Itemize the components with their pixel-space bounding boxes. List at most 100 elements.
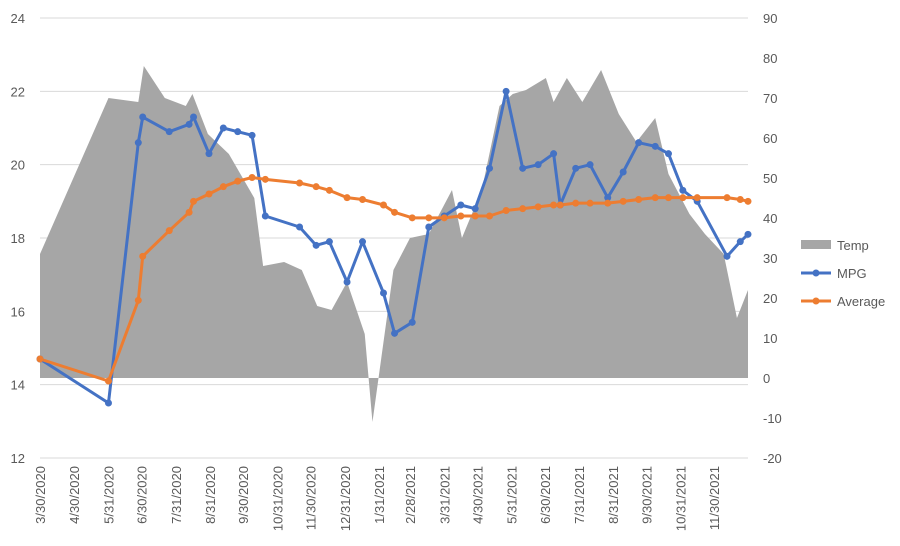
series-markers-layer <box>36 87 752 407</box>
average-point <box>502 207 510 214</box>
average-point <box>165 227 173 235</box>
mpg-point <box>744 230 752 238</box>
average-point <box>534 203 542 211</box>
x-tick-label: 6/30/2021 <box>538 466 553 524</box>
x-axis-ticks: 3/30/2020 4/30/2020 5/31/2020 6/30/2020 7/31… <box>33 466 722 531</box>
average-point <box>425 214 433 222</box>
legend-label-average: Average <box>837 294 885 309</box>
mpg-point <box>185 120 193 128</box>
mpg-point <box>425 223 433 231</box>
y-tick-label: 22 <box>11 84 25 99</box>
y2-tick-label: 40 <box>763 211 777 226</box>
average-point <box>457 212 465 220</box>
average-point <box>408 214 416 222</box>
y-tick-label: 16 <box>11 304 25 319</box>
mpg-point <box>261 212 269 220</box>
mpg-point <box>586 161 594 169</box>
x-tick-label: 10/31/2020 <box>270 466 285 531</box>
average-point <box>312 183 320 191</box>
average-point <box>651 194 659 202</box>
x-tick-label: 9/30/2020 <box>236 466 251 524</box>
mpg-point <box>139 113 147 121</box>
average-point <box>664 194 672 202</box>
average-point <box>325 186 333 194</box>
mpg-point <box>359 238 367 246</box>
x-tick-label: 8/31/2020 <box>203 466 218 524</box>
y2-tick-label: -20 <box>763 451 782 466</box>
mpg-point <box>104 399 112 407</box>
x-tick-label: 9/30/2021 <box>639 466 654 524</box>
average-point <box>572 199 580 207</box>
mpg-point <box>604 194 612 202</box>
average-point <box>391 208 399 216</box>
mpg-point <box>664 150 672 158</box>
y2-tick-label: 0 <box>763 371 770 386</box>
mpg-point <box>635 139 643 147</box>
average-point <box>635 196 643 203</box>
average-point <box>744 197 752 205</box>
average-point <box>359 196 367 203</box>
average-point <box>261 175 269 183</box>
average-point <box>723 194 731 202</box>
x-tick-label: 3/31/2021 <box>437 466 452 524</box>
legend: Temp MPG Average <box>801 238 885 309</box>
x-tick-label: 6/30/2020 <box>135 466 150 524</box>
mpg-point <box>534 161 542 169</box>
mpg-point <box>312 241 320 249</box>
y-tick-label: 18 <box>11 231 25 246</box>
y-tick-label: 24 <box>11 11 25 26</box>
y2-tick-label: 30 <box>763 251 777 266</box>
average-point <box>36 355 44 363</box>
mpg-point <box>205 150 213 158</box>
average-point <box>139 252 147 260</box>
average-point <box>185 208 193 216</box>
legend-swatch-temp <box>801 240 831 249</box>
temp-area <box>40 66 748 422</box>
average-point <box>190 197 198 205</box>
legend-label-temp: Temp <box>837 238 869 253</box>
mpg-point <box>651 142 659 150</box>
average-point <box>248 174 256 181</box>
average-point <box>679 194 687 202</box>
mpg-point <box>134 139 142 147</box>
mpg-point <box>486 164 494 172</box>
mpg-point <box>391 329 399 337</box>
x-tick-label: 11/30/2021 <box>707 466 722 530</box>
x-tick-label: 7/31/2020 <box>169 466 184 524</box>
y-tick-label: 14 <box>11 378 25 393</box>
mpg-point <box>296 223 304 231</box>
temp-area-layer <box>40 66 748 422</box>
average-point <box>604 199 612 207</box>
legend-marker-mpg <box>812 269 820 277</box>
y2-tick-label: 50 <box>763 171 777 186</box>
x-tick-label: 7/31/2021 <box>572 466 587 524</box>
mpg-point <box>219 124 227 132</box>
average-point <box>440 214 448 222</box>
x-tick-label: 5/31/2020 <box>101 466 116 524</box>
y2-tick-label: -10 <box>763 411 782 426</box>
mpg-point <box>502 87 510 95</box>
average-point <box>380 201 388 209</box>
x-tick-label: 5/31/2021 <box>505 466 520 524</box>
mpg-point <box>519 164 527 172</box>
average-point <box>234 177 242 185</box>
average-point <box>205 190 213 198</box>
mpg-point <box>234 128 242 136</box>
average-point <box>296 179 304 187</box>
y2-tick-label: 10 <box>763 331 777 346</box>
average-point <box>519 205 527 213</box>
mpg-point <box>190 113 198 121</box>
mpg-point <box>550 150 558 158</box>
average-point <box>693 194 701 202</box>
average-point <box>343 194 351 202</box>
y2-tick-label: 90 <box>763 11 777 26</box>
x-tick-label: 1/31/2021 <box>372 466 387 524</box>
y2-tick-label: 80 <box>763 51 777 66</box>
legend-label-mpg: MPG <box>837 266 867 281</box>
x-tick-label: 11/30/2020 <box>304 466 319 530</box>
mpg-point <box>457 201 465 209</box>
average-point <box>619 197 627 205</box>
primary-y-axis-ticks: 12 14 16 18 20 22 24 <box>11 11 25 466</box>
average-point <box>219 183 227 191</box>
